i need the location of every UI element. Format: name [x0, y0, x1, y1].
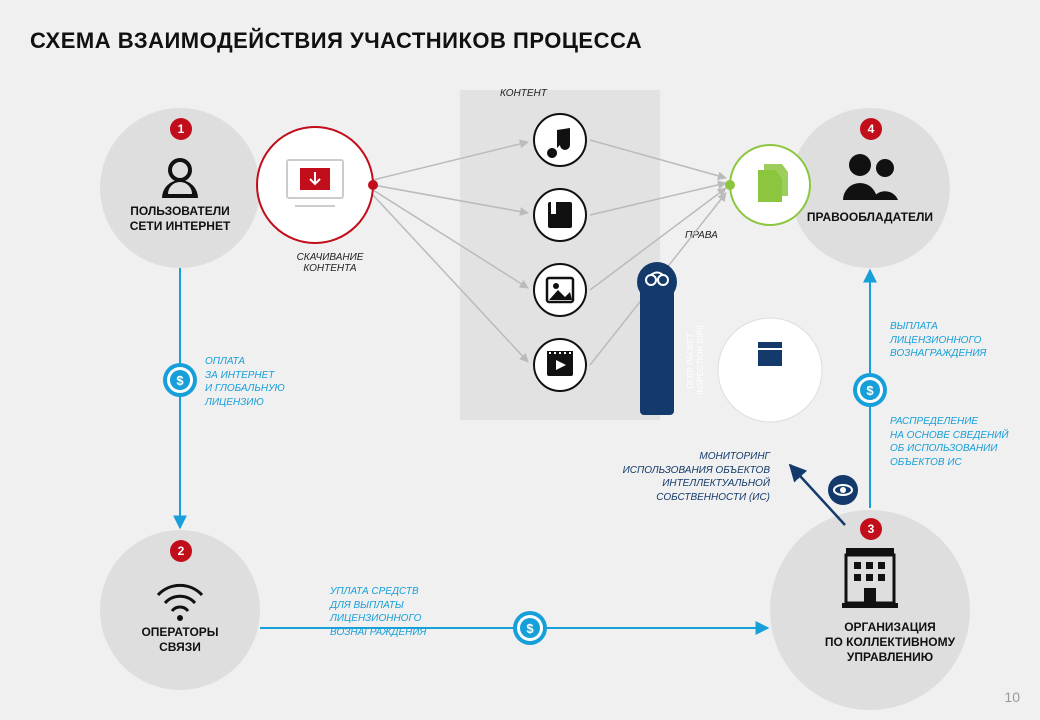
node-organization [770, 510, 970, 710]
documents-icon [758, 164, 788, 202]
badge-2: 2 [170, 540, 192, 562]
download-circle [257, 127, 373, 243]
annot-pay-license: УПЛАТА СРЕДСТВДЛЯ ВЫПЛАТЫЛИЦЕНЗИОННОГОВО… [330, 585, 426, 639]
eye-badge [828, 475, 858, 505]
label-download: СКАЧИВАНИЕКОНТЕНТА [290, 252, 370, 274]
svg-text:$: $ [176, 373, 184, 388]
registry-icon [758, 342, 782, 366]
monitor-icon [287, 160, 343, 206]
dollar-badge-2: $ [513, 611, 547, 645]
content-panel [460, 90, 660, 420]
annot-monitoring: МОНИТОРИНГИСПОЛЬЗОВАНИЯ ОБЪЕКТОВИНТЕЛЛЕК… [620, 450, 770, 504]
page-number: 10 [1004, 689, 1020, 705]
annot-payout: ВЫПЛАТАЛИЦЕНЗИОННОГОВОЗНАГРАЖДЕНИЯ [890, 320, 986, 361]
label-organization: ОРГАНИЗАЦИЯПО КОЛЛЕКТИВНОМУУПРАВЛЕНИЮ [790, 620, 990, 665]
label-rights: ПРАВА [685, 230, 718, 241]
label-users: ПОЛЬЗОВАТЕЛИСЕТИ ИНТЕРНЕТ [100, 204, 260, 234]
dpi-label: DEEP PACKET INSPECTION (DPI) [686, 325, 705, 395]
svg-text:$: $ [526, 621, 534, 636]
badge-4: 4 [860, 118, 882, 140]
page-title: СХЕМА ВЗАИМОДЕЙСТВИЯ УЧАСТНИКОВ ПРОЦЕССА [30, 28, 642, 54]
annot-pay-internet: ОПЛАТАЗА ИНТЕРНЕТИ ГЛОБАЛЬНУЮЛИЦЕНЗИЮ [205, 355, 285, 409]
label-registry: РЕЕСТРОБЪЕКТОВИС [745, 375, 805, 408]
dollar-badge-3: $ [853, 373, 887, 407]
label-rightsholders: ПРАВООБЛАДАТЕЛИ [790, 210, 950, 225]
annot-distribution: РАСПРЕДЕЛЕНИЕНА ОСНОВЕ СВЕДЕНИЙОБ ИСПОЛЬ… [890, 415, 1009, 469]
badge-3: 3 [860, 518, 882, 540]
svg-text:$: $ [866, 383, 874, 398]
dollar-badge-1: $ [163, 363, 197, 397]
download-dot [368, 180, 378, 190]
docs-dot [725, 180, 735, 190]
label-content: КОНТЕНТ [500, 88, 547, 99]
badge-1: 1 [170, 118, 192, 140]
label-operators: ОПЕРАТОРЫСВЯЗИ [100, 625, 260, 655]
